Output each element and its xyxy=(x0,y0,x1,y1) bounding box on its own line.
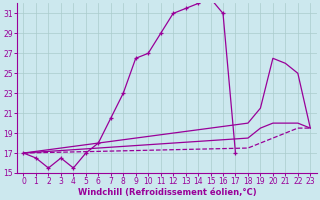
X-axis label: Windchill (Refroidissement éolien,°C): Windchill (Refroidissement éolien,°C) xyxy=(77,188,256,197)
